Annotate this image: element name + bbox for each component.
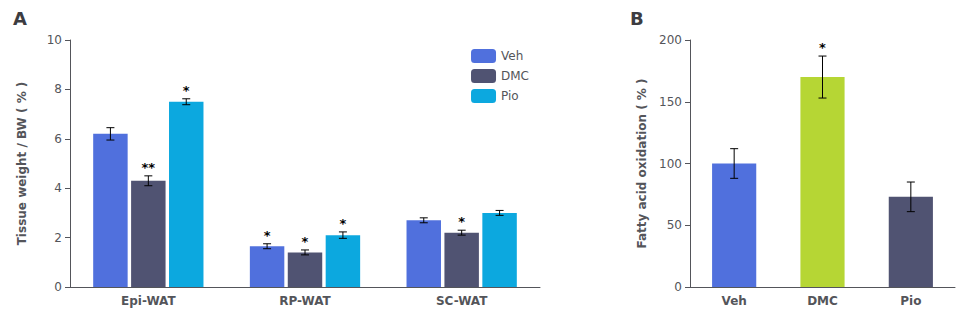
svg-text:Pio: Pio <box>900 294 921 308</box>
svg-text:SC-WAT: SC-WAT <box>436 294 488 308</box>
svg-text:10: 10 <box>47 33 62 47</box>
svg-text:50: 50 <box>667 218 682 232</box>
svg-text:8: 8 <box>54 82 62 96</box>
svg-text:Tissue weight / BW ( % ): Tissue weight / BW ( % ) <box>15 82 29 246</box>
svg-text:6: 6 <box>54 132 62 146</box>
svg-text:*: * <box>819 40 826 55</box>
svg-text:*: * <box>340 216 347 231</box>
svg-text:**: ** <box>142 160 156 175</box>
svg-text:B: B <box>630 8 644 29</box>
svg-text:*: * <box>302 234 309 249</box>
svg-text:0: 0 <box>674 280 682 294</box>
svg-text:Veh: Veh <box>722 294 747 308</box>
svg-text:Epi-WAT: Epi-WAT <box>121 294 176 308</box>
svg-text:*: * <box>183 83 190 98</box>
svg-text:200: 200 <box>659 33 682 47</box>
svg-text:100: 100 <box>659 157 682 171</box>
svg-text:DMC: DMC <box>807 294 838 308</box>
svg-text:150: 150 <box>659 95 682 109</box>
svg-text:4: 4 <box>54 181 62 195</box>
svg-text:DMC: DMC <box>501 69 529 83</box>
svg-text:0: 0 <box>54 280 62 294</box>
svg-text:A: A <box>13 8 27 29</box>
svg-text:Fatty acid oxidation ( % ): Fatty acid oxidation ( % ) <box>635 78 649 248</box>
svg-text:Pio: Pio <box>501 89 519 103</box>
svg-text:*: * <box>458 214 465 229</box>
svg-text:*: * <box>264 228 271 243</box>
svg-text:2: 2 <box>54 231 62 245</box>
svg-text:Veh: Veh <box>501 49 523 63</box>
svg-text:RP-WAT: RP-WAT <box>279 294 331 308</box>
